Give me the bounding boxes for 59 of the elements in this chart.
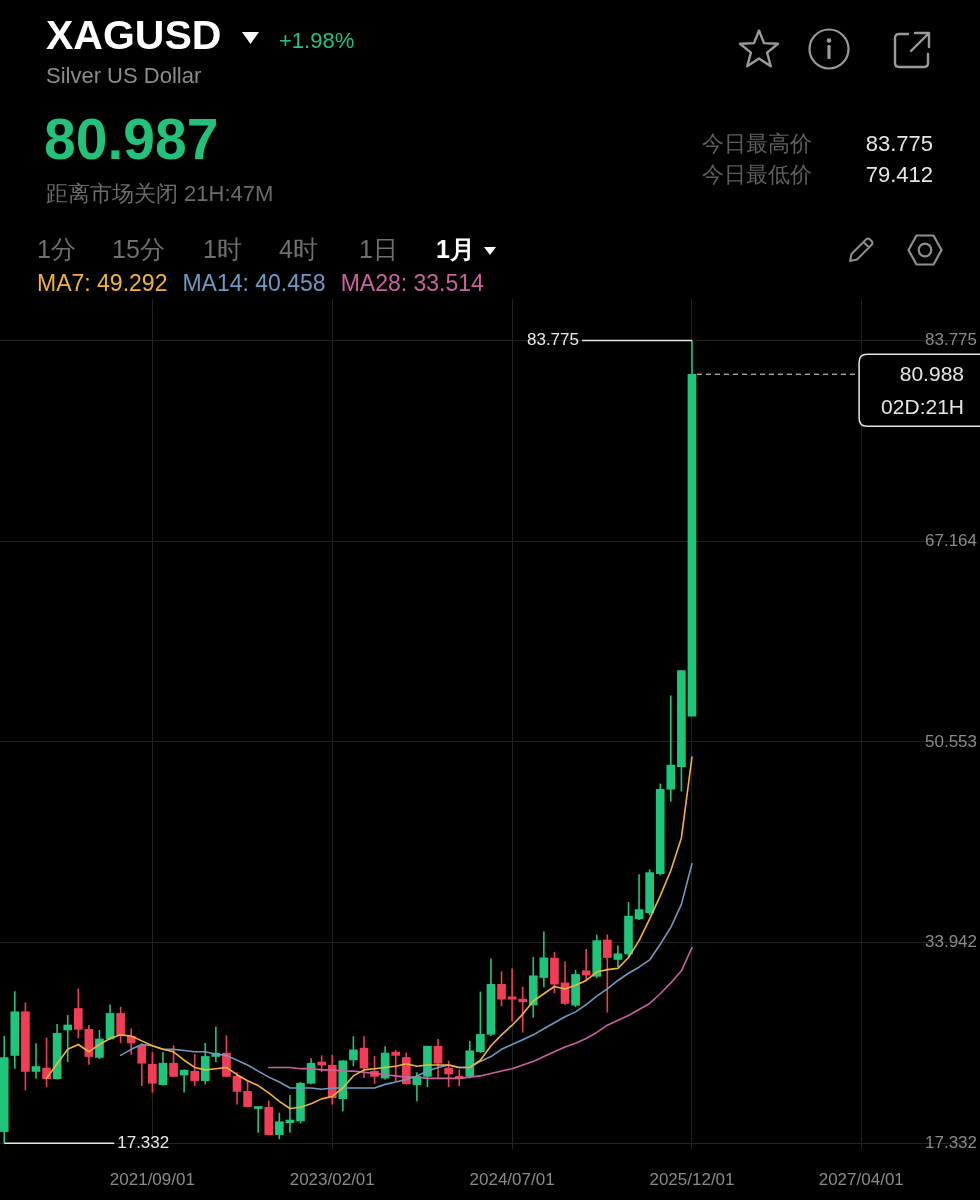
candlestick: [391, 1049, 401, 1083]
text: 15分: [112, 235, 165, 263]
candlestick: [232, 1071, 242, 1106]
candlestick: [634, 873, 644, 921]
annotation: 83.775: [526, 330, 579, 350]
candlestick: [253, 1105, 263, 1134]
candlestick: [433, 1038, 443, 1080]
candlestick: [349, 1035, 358, 1068]
text: 1日: [359, 235, 398, 263]
x-tick-label: 2021/09/01: [109, 1169, 195, 1189]
candlestick: [243, 1079, 252, 1109]
y-tick-label: 33.942: [925, 932, 977, 952]
text: +1.98%: [279, 28, 355, 53]
candlestick: [603, 933, 612, 1014]
candlestick: [613, 944, 623, 968]
text: 距离市场关闭 21H:47M: [46, 181, 274, 206]
chart-subtitle: Silver US Dollar: [46, 63, 202, 88]
candlestick: [169, 1044, 178, 1078]
candlestick: [158, 1051, 168, 1087]
candlestick: [275, 1111, 284, 1141]
x-tick-label: 2023/02/01: [289, 1169, 375, 1189]
chart-title: XAGUSD: [46, 12, 222, 58]
text: 80.987: [44, 107, 219, 171]
text: 4时: [279, 235, 318, 263]
text: 79.412: [865, 162, 933, 187]
text: 今日最低价: [702, 162, 812, 187]
text: MA7: 49.292: [37, 270, 168, 296]
candlestick: [476, 990, 485, 1054]
candlestick: [444, 1060, 453, 1088]
candlestick: [518, 985, 528, 1034]
x-tick-label: 2025/12/01: [649, 1169, 735, 1189]
candlestick: [31, 1042, 41, 1080]
text: 1分: [37, 235, 76, 263]
candlestick: [95, 1029, 104, 1060]
candlestick: [63, 1014, 73, 1063]
x-tick-label: 2024/07/01: [469, 1169, 555, 1189]
ref-line-label: 80.988 02D:21H: [881, 362, 964, 419]
candlestick: [539, 930, 549, 988]
candlestick: [497, 970, 506, 1007]
candlestick: [507, 967, 517, 1023]
text: 83.775: [865, 131, 933, 156]
candlestick: [148, 1051, 157, 1094]
candlestick: [359, 1035, 369, 1079]
text: MA28: 33.514: [340, 270, 484, 296]
y-tick-label: 17.332: [925, 1132, 977, 1152]
text: 1时: [203, 235, 242, 263]
candlestick: [190, 1053, 200, 1087]
candlestick: [73, 987, 83, 1040]
y-tick-label: 83.775: [925, 330, 977, 350]
y-tick-label: 67.164: [925, 530, 977, 550]
annotation: 17.332: [117, 1132, 170, 1152]
x-tick-label: 2027/04/01: [818, 1169, 904, 1189]
text: 1月: [436, 235, 475, 263]
candlestick: [137, 1042, 147, 1087]
text: 今日最高价: [702, 131, 812, 156]
candlestick: [116, 1006, 125, 1044]
candlestick: [581, 948, 591, 982]
text: MA14: 40.458: [182, 270, 326, 296]
y-tick-label: 50.553: [925, 731, 977, 751]
